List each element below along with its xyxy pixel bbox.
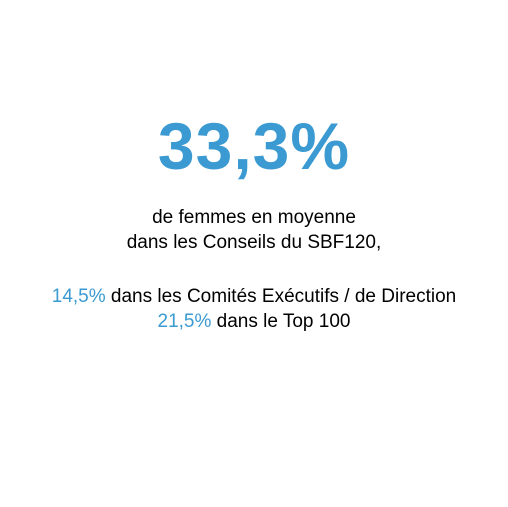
stat-value-top-100: 21,5% <box>157 311 212 332</box>
stat-text-executive-committees: dans les Comités Exécutifs / de Directio… <box>105 286 457 307</box>
stat-line-executive-committees: 14,5% dans les Comités Exécutifs / de Di… <box>0 285 508 309</box>
stat-text-top-100: dans le Top 100 <box>211 311 351 332</box>
stat-line-top-100: 21,5% dans le Top 100 <box>0 310 508 334</box>
stat-value-executive-committees: 14,5% <box>51 286 106 307</box>
description-line-1: de femmes en moyenne <box>152 207 356 228</box>
headline-percentage: 33,3% <box>157 109 351 183</box>
description-line-2: dans les Conseils du SBF120, <box>126 232 382 253</box>
